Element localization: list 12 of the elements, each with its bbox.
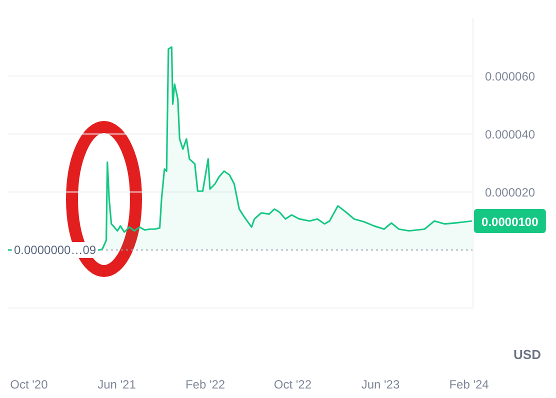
x-tick-label: Oct '20 [10,378,48,392]
ref-line-label: 0.0000000…09 [14,243,96,257]
y-tick-label: 0.000020 [485,185,536,200]
y-tick-label: 0.000060 [485,69,536,84]
y-axis-title: USD [514,347,541,362]
annotation: 0.0000100 [482,215,539,229]
x-tick-label: Feb '22 [185,378,226,392]
x-tick-label: Feb '24 [449,378,490,392]
x-tick-label: Jun '23 [361,378,400,392]
y-tick-label: 0.000040 [485,127,536,142]
x-tick-label: Oct '22 [274,378,312,392]
x-tick-label: Jun '21 [98,378,136,392]
